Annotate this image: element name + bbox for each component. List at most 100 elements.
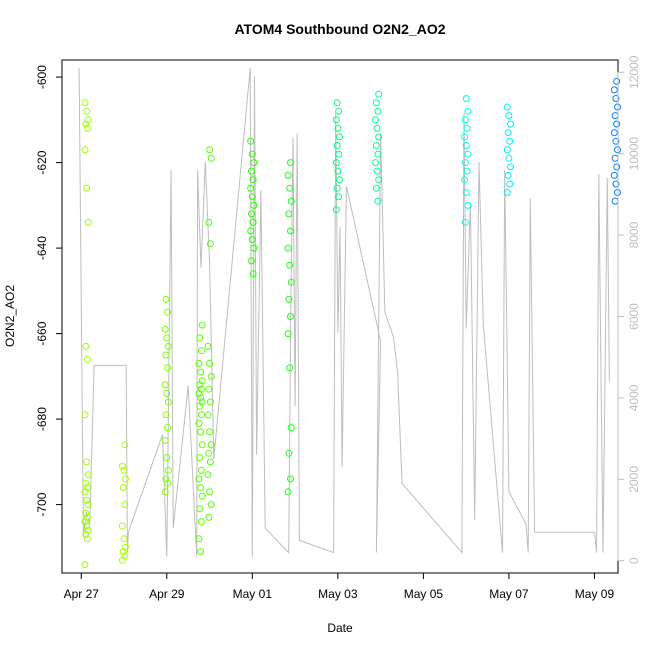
data-point	[504, 129, 512, 137]
data-point	[205, 449, 213, 457]
data-point	[197, 518, 205, 526]
data-point	[206, 146, 214, 154]
data-point	[461, 218, 469, 226]
data-point	[248, 167, 255, 175]
data-point	[374, 197, 382, 205]
data-point	[206, 398, 214, 406]
data-point	[286, 364, 294, 372]
data-point	[334, 124, 342, 132]
data-points-group	[81, 77, 621, 568]
data-point	[162, 411, 170, 419]
data-point	[464, 201, 472, 209]
data-point	[464, 107, 472, 115]
data-point	[505, 154, 513, 162]
data-point	[81, 411, 89, 419]
data-point	[196, 505, 204, 513]
data-point	[503, 103, 511, 111]
data-point	[613, 120, 621, 128]
data-point	[613, 77, 621, 85]
data-point	[250, 244, 258, 252]
y2-tick-label: 10000	[627, 137, 641, 171]
data-point	[195, 475, 203, 483]
data-point	[612, 180, 620, 188]
data-point	[207, 154, 215, 162]
data-point	[195, 419, 203, 427]
data-point	[197, 347, 205, 355]
data-point	[164, 398, 172, 406]
data-point	[332, 116, 340, 124]
data-point	[248, 150, 256, 158]
data-point	[204, 471, 212, 479]
data-point	[164, 364, 172, 372]
data-point	[162, 295, 170, 303]
data-point	[161, 437, 169, 444]
data-point	[195, 360, 203, 367]
data-point	[333, 142, 341, 149]
y-axis-left: -600 -620 -640 -660 -680 -700	[35, 65, 63, 517]
data-point	[335, 150, 343, 158]
data-point	[164, 466, 172, 474]
data-point	[81, 99, 89, 107]
y2-tick-label: 12000	[627, 55, 641, 89]
data-point	[81, 488, 89, 496]
data-point	[506, 180, 514, 188]
data-point	[372, 159, 379, 167]
data-point	[285, 449, 293, 457]
data-point	[611, 197, 619, 205]
data-point	[81, 518, 89, 526]
chart-title: ATOM4 Southbound O2N2_AO2	[234, 21, 445, 37]
data-point	[506, 137, 514, 145]
data-point	[461, 116, 469, 124]
y2-tick-label: 6000	[627, 303, 641, 330]
data-point	[206, 458, 214, 466]
data-point	[372, 142, 380, 149]
data-point	[247, 184, 255, 192]
data-point	[610, 86, 618, 94]
data-point	[373, 167, 381, 175]
data-point	[82, 509, 90, 517]
data-point	[83, 355, 91, 363]
secondary-line-group	[78, 68, 610, 557]
data-point	[507, 163, 514, 171]
data-point	[163, 454, 171, 462]
data-point	[198, 321, 206, 329]
data-point	[207, 501, 215, 509]
data-point	[462, 95, 470, 102]
data-point	[121, 501, 129, 509]
data-point	[247, 137, 255, 145]
data-point	[83, 184, 91, 192]
data-point	[375, 176, 383, 184]
data-point	[503, 146, 511, 154]
data-point	[461, 133, 469, 141]
y2-tick-label: 2000	[627, 466, 641, 493]
data-point	[197, 368, 205, 376]
data-point	[248, 236, 256, 244]
data-point	[375, 133, 383, 141]
data-point	[335, 193, 343, 201]
data-point	[374, 107, 382, 115]
data-point	[206, 488, 214, 496]
data-point	[205, 385, 213, 393]
data-point	[161, 325, 169, 333]
data-point	[207, 372, 215, 380]
data-point	[284, 244, 292, 252]
data-point	[249, 218, 257, 226]
data-point	[286, 261, 294, 269]
data-point	[198, 492, 206, 500]
data-point	[249, 176, 257, 184]
data-point	[164, 479, 172, 487]
data-point	[287, 197, 295, 205]
y-axis-right: 0 2000 4000 6000 8000 10000 12000	[617, 55, 641, 564]
data-point	[372, 99, 380, 107]
data-point	[83, 107, 91, 115]
data-point	[287, 424, 295, 432]
data-point	[372, 184, 380, 192]
data-point	[118, 462, 126, 470]
y-tick-label: -680	[35, 407, 49, 431]
data-point	[336, 176, 343, 184]
data-point	[82, 479, 90, 487]
x-tick-label: Apr 29	[149, 587, 185, 601]
data-point	[84, 218, 92, 226]
data-point	[204, 411, 212, 419]
